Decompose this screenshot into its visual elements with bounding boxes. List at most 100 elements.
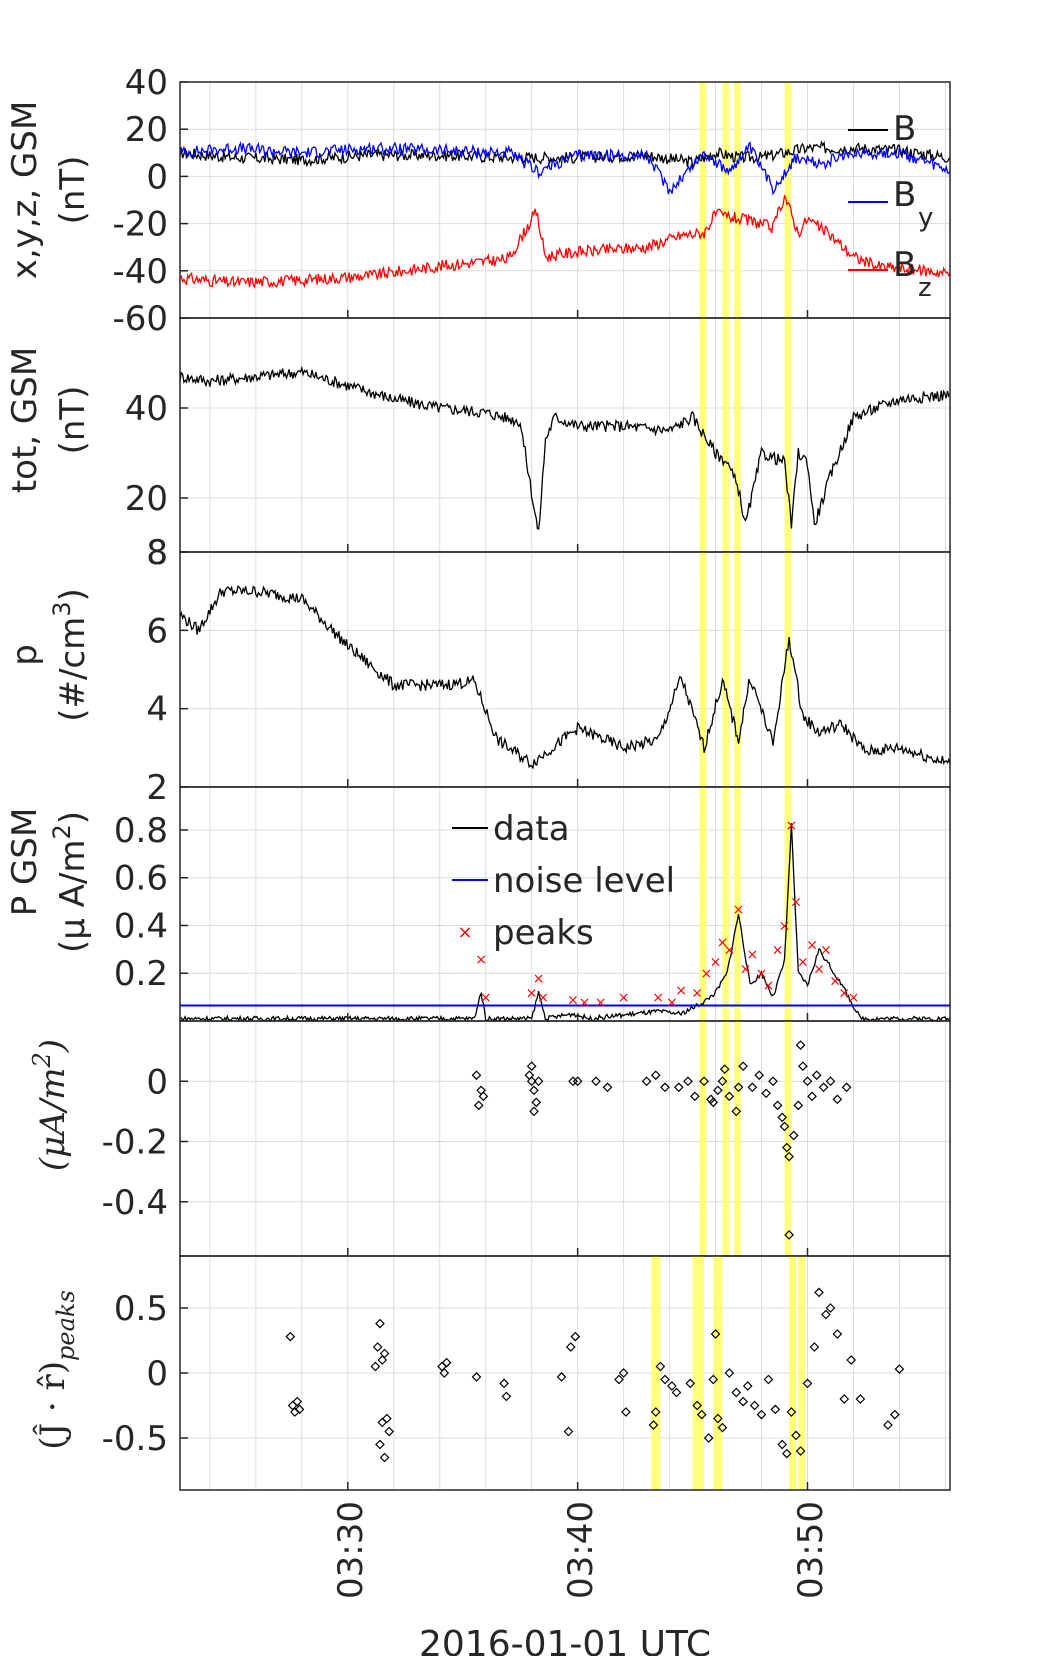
panel-density-ylabel2: (#/cm3) (48, 588, 93, 722)
highlight-band (722, 552, 730, 787)
scatter-point (384, 1426, 395, 1437)
scatter-point (614, 1374, 624, 1385)
scatter-point (818, 1082, 829, 1093)
scatter-point (724, 1091, 735, 1102)
scatter-point (841, 1082, 852, 1093)
panel-jpar: (μA/m2) 0 -0.2 -0.4 (28, 1020, 951, 1257)
y-tick-label: -0.4 (102, 1183, 168, 1223)
scatter-point (770, 1404, 781, 1415)
scatter-point (733, 1082, 744, 1093)
series-line (179, 141, 951, 196)
scatter-point (807, 1091, 817, 1102)
y-tick-label: 0 (146, 1062, 168, 1102)
panel-current-ylabel2-tail: ) (53, 811, 93, 824)
scatter-point (763, 1374, 774, 1385)
x-tick-label: 03:40 (561, 1501, 601, 1599)
panel-jpar-ylabel2-sup: 2 (28, 1052, 56, 1068)
y-tick-label: -60 (112, 299, 168, 339)
peak-marker: × (829, 973, 841, 989)
peak-marker: × (567, 993, 579, 1009)
scatter-point (478, 1091, 489, 1102)
scatter-point (650, 1407, 661, 1417)
legend-peaks-marker: × (457, 922, 472, 943)
panel-jdotr-ylabel2: (Ĵ · r̂)peaks (32, 1290, 80, 1450)
scatter-point (708, 1374, 719, 1385)
scatter-point (531, 1097, 542, 1108)
scatter-point (660, 1082, 670, 1093)
scatter-point (713, 1085, 723, 1096)
scatter-point (791, 1430, 801, 1441)
series-line (179, 140, 951, 168)
scatter-point (375, 1318, 385, 1329)
y-tick-label: 0.4 (114, 906, 168, 946)
peak-marker: × (746, 947, 758, 963)
scatter-point (795, 1040, 806, 1050)
panel-density: p (#/cm3) 8 6 4 2 (5, 533, 951, 808)
peak-marker: × (537, 990, 549, 1006)
scatter-point (798, 1061, 808, 1072)
peak-marker: × (813, 961, 825, 977)
scatter-point (738, 1396, 748, 1407)
scatter-point (809, 1342, 820, 1352)
scatter-point (379, 1348, 390, 1359)
scatter-point (889, 1409, 900, 1420)
highlight-band (733, 552, 741, 787)
scatter-point (556, 1372, 567, 1382)
scatter-point (648, 1420, 659, 1430)
peak-marker: × (790, 895, 802, 911)
legend-peaks-label: peaks (493, 913, 594, 953)
peak-marker: × (740, 961, 752, 977)
scatter-point (375, 1439, 385, 1450)
scatter-point (777, 1112, 788, 1123)
scatter-point (570, 1331, 581, 1342)
series-line (179, 365, 951, 530)
scatter-point (476, 1085, 486, 1096)
scatter-point (731, 1106, 742, 1117)
panel-b-xyz: x,y,z, GSM (nT) B B y B z 40 20 0 -20 -40 -60 (5, 63, 951, 339)
highlight-band (789, 1256, 796, 1490)
scatter-point (738, 1061, 748, 1072)
highlight-band (733, 318, 741, 552)
panel-current-ylabel1: P GSM (5, 808, 45, 917)
panel-current-ylabel2-main: (μ A/m (53, 840, 93, 954)
scatter-point (793, 1100, 804, 1111)
scatter-point (379, 1452, 390, 1463)
scatter-point (572, 1076, 583, 1087)
highlight-band (699, 1021, 707, 1256)
x-tick-label: 03:30 (331, 1501, 371, 1599)
legend-b: B B y B z (848, 109, 933, 303)
scatter-point (749, 1400, 760, 1411)
scatter-point (696, 1409, 707, 1420)
scatter-point (618, 1368, 629, 1378)
highlight-band (722, 1021, 730, 1256)
scatter-point (441, 1357, 452, 1368)
scatter-point (641, 1076, 652, 1087)
scatter-point (795, 1446, 806, 1456)
scatter-point (784, 1230, 794, 1240)
scatter-point (683, 1076, 693, 1087)
scatter-point (439, 1368, 450, 1378)
legend-noise-label: noise level (493, 861, 675, 901)
peak-marker: × (579, 995, 591, 1011)
scatter-point (650, 1070, 661, 1081)
scatter-point (839, 1394, 850, 1404)
highlight-band (784, 318, 792, 552)
peak-marker: × (797, 954, 809, 970)
peak-marker: × (710, 954, 722, 970)
scatter-point (602, 1082, 613, 1093)
y-tick-label: 0 (146, 157, 168, 197)
scatter-point (563, 1426, 574, 1437)
highlight-band (733, 1021, 741, 1256)
legend-bz-sub: z (918, 273, 932, 303)
scatter-point (821, 1309, 831, 1320)
scatter-point (781, 1142, 792, 1153)
legend-data-label: data (493, 809, 570, 849)
scatter-point (285, 1331, 296, 1342)
highlight-band (722, 82, 730, 318)
scatter-point (788, 1130, 799, 1141)
series-line (179, 823, 951, 1023)
scatter-point (703, 1433, 714, 1443)
scatter-point (685, 1378, 696, 1389)
panel-density-ylabel1: p (5, 644, 45, 666)
scatter-point (370, 1361, 381, 1372)
